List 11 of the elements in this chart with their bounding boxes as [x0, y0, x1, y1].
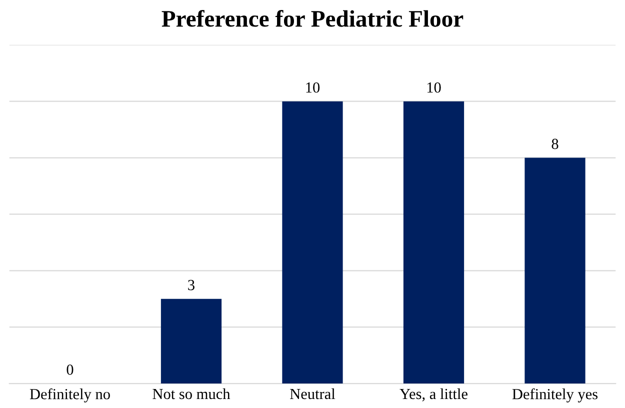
x-tick-label: Definitely no [30, 388, 110, 402]
x-tick-label: Not so much [152, 388, 230, 400]
data-label: 8 [552, 138, 558, 150]
chart-title: Preference for Pediatric Floor [162, 10, 464, 27]
x-tick-label: Definitely yes [512, 388, 598, 402]
data-label: 3 [188, 280, 194, 290]
x-tick-label: Neutral [290, 388, 336, 400]
data-label: 10 [427, 82, 441, 93]
data-label: 10 [306, 82, 320, 93]
x-tick-label: Yes, a little [400, 388, 468, 402]
data-label: 0 [66, 364, 74, 375]
